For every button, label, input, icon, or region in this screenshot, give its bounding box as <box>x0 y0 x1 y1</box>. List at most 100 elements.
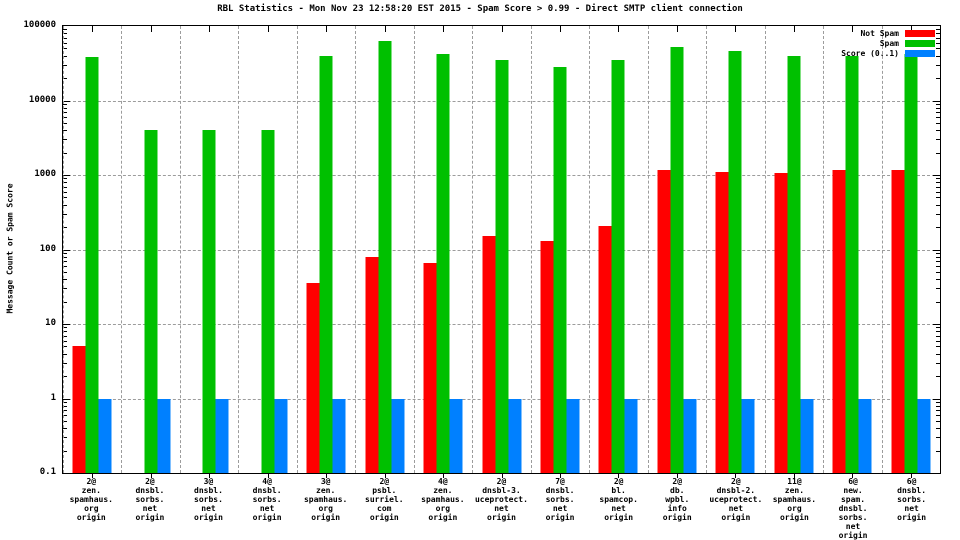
x-label-line: uceprotect. <box>709 495 763 504</box>
y-minor-tick <box>936 415 940 417</box>
chart-title: RBL Statistics - Mon Nov 23 12:58:20 EST… <box>217 4 743 14</box>
y-minor-tick <box>63 107 67 109</box>
y-major-tick <box>933 175 940 176</box>
y-minor-tick <box>63 450 67 452</box>
y-minor-tick <box>63 178 67 180</box>
legend-item-spam: Spam <box>841 38 935 48</box>
bar-cluster <box>774 56 814 473</box>
x-label-line: 2@ <box>379 477 390 486</box>
bar-group-4-zen-spamhaus-org-origin <box>413 26 472 478</box>
x-label-line: sorbs. <box>135 495 165 504</box>
x-label-line: net <box>728 504 744 513</box>
x-tick-top <box>267 26 269 32</box>
y-minor-tick <box>936 130 940 132</box>
gridline-x <box>296 26 298 473</box>
x-label-2-dnsbl-sorbs-net-origin: 2@ dnsbl. sorbs. net origin <box>121 477 180 540</box>
bar-spam <box>787 56 801 473</box>
x-tick-top <box>209 26 211 32</box>
x-label-line: spamcop. <box>599 495 638 504</box>
y-minor-tick <box>63 331 67 333</box>
x-label-2-bl-spamcop-net-origin: 2@ bl. spamcop. net origin <box>589 477 648 540</box>
bar-cluster <box>832 55 872 473</box>
x-tick-bottom <box>150 474 152 478</box>
bar-group-2-bl-spamcop-net-origin <box>589 26 647 478</box>
bar-not-spam <box>540 241 554 473</box>
x-tick-top <box>443 26 445 32</box>
y-tick-label-100000: 100000 <box>23 20 56 30</box>
x-label-line: 7@ <box>555 477 565 486</box>
x-label-line: sorbs. <box>194 495 223 504</box>
bar-cluster <box>248 130 288 473</box>
y-minor-tick <box>63 33 67 35</box>
x-label-line: bl. <box>611 486 626 495</box>
bar-cluster <box>131 130 171 473</box>
x-label-line: origin <box>545 513 575 522</box>
legend-item-score-0-1: Score (0..1) <box>841 48 935 58</box>
x-axis-labels: 2@ zen. spamhaus. org origin 2@ dnsbl. sorbs. ne… <box>62 477 941 540</box>
x-tick-bottom <box>676 474 678 478</box>
x-label-line: psbl. <box>372 486 397 495</box>
y-minor-tick <box>63 112 67 114</box>
x-label-line: origin <box>487 513 516 522</box>
x-label-3-dnsbl-sorbs-net-origin: 3@ dnsbl. sorbs. net origin <box>179 477 238 540</box>
legend-item-not-spam: Not Spam <box>841 28 935 38</box>
y-tick-label-100: 100 <box>39 243 56 254</box>
x-label-line: 3@ <box>320 477 331 486</box>
bar-not-spam <box>365 256 379 473</box>
bar-not-spam <box>482 236 496 473</box>
y-minor-tick <box>63 42 67 44</box>
y-minor-tick <box>936 42 940 44</box>
bar-spam <box>436 54 450 473</box>
x-label-line: 2@ <box>86 477 97 486</box>
y-minor-tick <box>936 279 940 281</box>
y-minor-tick <box>936 227 940 229</box>
x-label-2-db-wpbl-info-origin: 2@ db. wpbl. info origin <box>648 477 707 540</box>
y-minor-tick <box>63 227 67 229</box>
x-label-3-zen-spamhaus-org-origin: 3@ zen. spamhaus. org origin <box>296 477 355 540</box>
bar-spam <box>904 54 918 473</box>
x-label-line: origin <box>721 513 751 522</box>
x-label-line: 11@ <box>787 477 802 486</box>
y-minor-tick <box>936 340 940 342</box>
x-label-2-psbl-surriel-com-origin: 2@ psbl. surriel. com origin <box>355 477 414 540</box>
y-tick-label-1: 1 <box>50 392 56 403</box>
y-minor-tick <box>936 117 940 119</box>
bar-cluster <box>365 41 405 473</box>
y-minor-tick <box>63 335 67 337</box>
bar-spam <box>845 55 859 473</box>
x-label-line: net <box>201 504 216 513</box>
x-label-line: origin <box>311 513 341 522</box>
y-minor-tick <box>936 152 940 154</box>
y-minor-tick <box>63 271 67 273</box>
y-minor-tick <box>63 191 67 193</box>
x-label-2-dnsbl-2-uceprotect-net-origin: 2@ dnsbl-2. uceprotect. net origin <box>707 477 766 540</box>
bar-score-0-1 <box>858 398 872 473</box>
plot-area: Not Spam Spam Score (0..1) <box>62 25 941 478</box>
x-tick-bottom <box>910 474 912 478</box>
bar-group-2-db-wpbl-info-origin <box>647 26 706 478</box>
x-label-line: dnsbl-2. <box>716 486 756 495</box>
bar-cluster <box>715 51 755 473</box>
gridline-x <box>589 26 591 473</box>
bar-not-spam <box>832 170 846 473</box>
y-minor-tick <box>63 55 67 57</box>
y-minor-tick <box>936 33 940 35</box>
x-label-line: net <box>552 504 568 513</box>
bar-score-0-1 <box>917 398 931 473</box>
x-label-line: zen. <box>81 486 101 495</box>
x-label-line: org <box>318 504 333 513</box>
x-label-line: net <box>904 504 919 513</box>
x-label-line: 4@ <box>262 477 272 486</box>
y-minor-tick <box>936 437 940 439</box>
x-label-line: origin <box>76 513 106 522</box>
bar-group-2-dnsbl-sorbs-net-origin <box>121 26 179 478</box>
x-tick-bottom <box>326 474 328 478</box>
y-minor-tick <box>936 256 940 258</box>
y-minor-tick <box>936 178 940 180</box>
bar-group-2-psbl-surriel-com-origin <box>355 26 413 478</box>
x-tick-bottom <box>501 474 503 478</box>
y-minor-tick <box>936 48 940 50</box>
x-label-line: 2@ <box>672 477 683 486</box>
x-label-line: uceprotect. <box>474 495 528 504</box>
y-minor-tick <box>63 428 67 430</box>
